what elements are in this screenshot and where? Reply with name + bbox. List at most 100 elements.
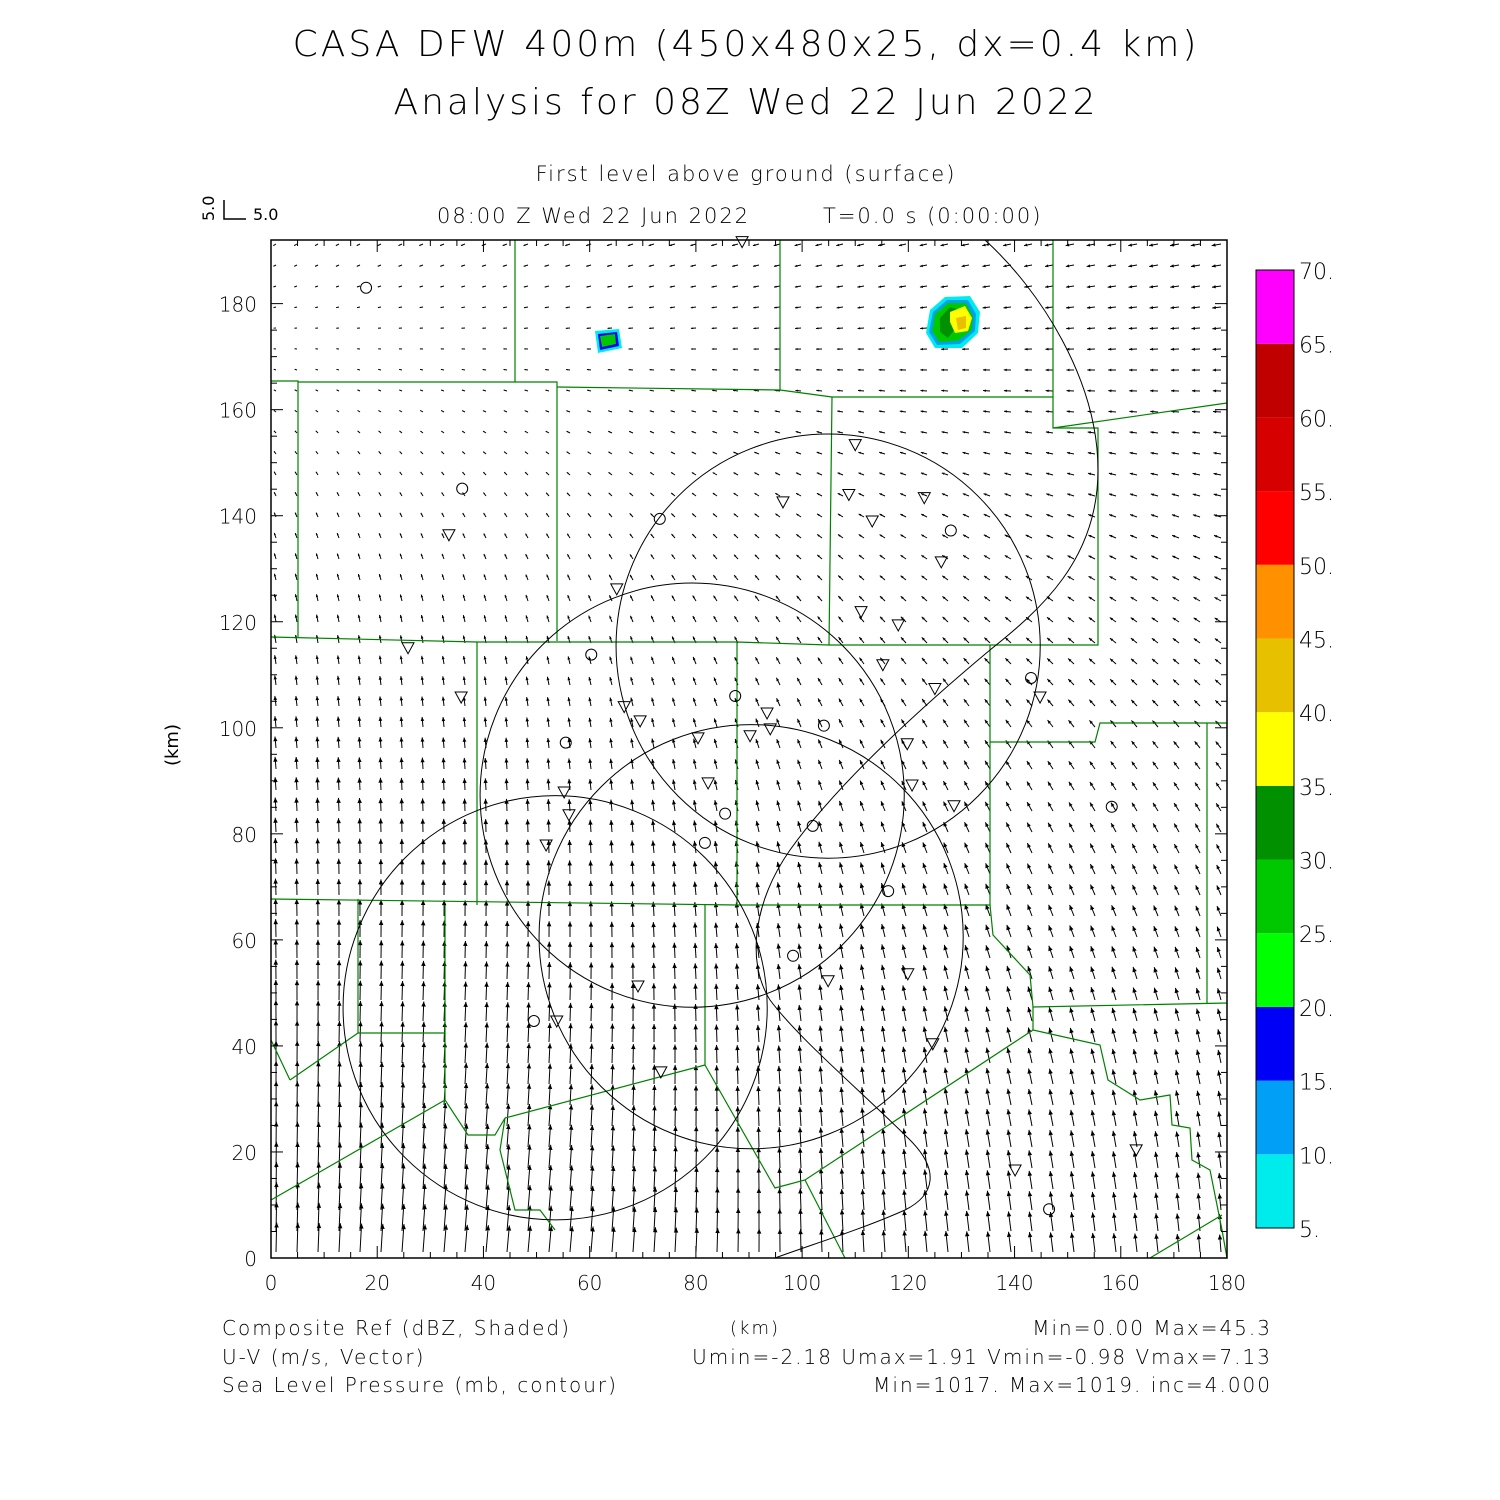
colorbar-label: 45. (1299, 628, 1334, 653)
wind-vector (860, 1209, 866, 1232)
wind-vector (1006, 1027, 1012, 1043)
wind-vector (985, 1190, 991, 1211)
wind-vector (1216, 864, 1222, 875)
wind-vector (922, 760, 928, 770)
wind-vector (464, 1123, 469, 1148)
wind-vector (1131, 823, 1138, 833)
wind-vector (836, 347, 844, 351)
wind-vector (774, 306, 781, 309)
station-circle-marker (1025, 671, 1038, 684)
wind-vector (1129, 493, 1138, 497)
wind-vector (732, 306, 739, 309)
wind-vector (569, 1165, 574, 1190)
wind-vector (940, 264, 949, 268)
wind-vector (920, 451, 928, 455)
wind-vector (838, 862, 844, 875)
wind-vector (776, 923, 781, 938)
wind-vector (628, 451, 634, 455)
wind-vector (1005, 760, 1012, 770)
wind-vector (920, 368, 928, 372)
wind-vector (545, 512, 550, 518)
wind-vector (860, 1005, 865, 1022)
wind-vector (630, 676, 634, 686)
wind-vector (922, 1026, 928, 1043)
wind-vector (294, 939, 300, 959)
wind-vector (294, 327, 298, 329)
wind-vector (964, 1006, 970, 1022)
wind-vector (732, 327, 739, 330)
wind-vector (1067, 678, 1075, 686)
wind-vector (419, 306, 424, 309)
wind-vector (860, 1127, 865, 1148)
wind-vector (1047, 863, 1054, 875)
wind-vector (878, 368, 886, 372)
wind-vector (859, 780, 865, 791)
wind-vector (358, 1000, 363, 1022)
wind-vector (273, 368, 277, 371)
wind-vector (985, 1088, 991, 1106)
wind-vector (649, 327, 655, 330)
wind-vector (713, 881, 719, 896)
wind-vector (1110, 822, 1117, 833)
wind-vector (818, 1168, 824, 1190)
wind-vector (337, 1061, 342, 1085)
station-circle-marker (1043, 1203, 1056, 1216)
wind-vector (714, 1085, 720, 1106)
wind-vector (692, 554, 697, 560)
wind-vector (961, 243, 970, 247)
wind-vector (1046, 555, 1054, 560)
wind-vector (1004, 637, 1012, 644)
wind-vector (1132, 966, 1138, 980)
wind-vector (754, 472, 760, 476)
wind-vector (794, 306, 802, 309)
wind-vector (652, 1166, 658, 1190)
wind-vector (691, 389, 697, 392)
wind-vector (837, 575, 844, 581)
wind-vector (735, 1208, 741, 1232)
wind-vector (441, 839, 447, 854)
wind-vector (798, 1188, 803, 1211)
wind-vector (1195, 946, 1201, 959)
wind-vector (504, 900, 510, 917)
wind-vector (420, 512, 424, 518)
wind-vector (776, 698, 781, 707)
wind-vector (837, 451, 844, 455)
wind-vector (503, 389, 508, 392)
wind-vector (942, 575, 949, 581)
wind-vector (587, 533, 592, 539)
wind-vector (1087, 389, 1096, 393)
wind-vector (608, 451, 613, 455)
wind-vector (1172, 699, 1180, 707)
wind-vector (1128, 264, 1138, 268)
wind-vector (358, 1061, 363, 1085)
wind-vector (1131, 720, 1138, 728)
wind-vector (984, 760, 991, 770)
wind-vector (1045, 306, 1054, 309)
wind-vector (1006, 883, 1012, 896)
wind-vector (857, 264, 865, 268)
wind-vector (1130, 596, 1138, 602)
wind-vector (672, 1044, 678, 1064)
wind-vector (442, 940, 447, 959)
wind-vector (880, 821, 886, 833)
wind-vector (1170, 285, 1180, 289)
wind-vector (693, 963, 698, 980)
wind-vector (1090, 986, 1096, 1001)
wind-vector (504, 676, 508, 686)
wind-vector (1048, 966, 1054, 980)
wind-vector (1047, 760, 1054, 770)
wind-vector (816, 389, 823, 392)
wind-vector (858, 431, 865, 434)
wind-vector (378, 533, 382, 539)
field1-stats: Min=0.00 Max=45.3 (1032, 1316, 1272, 1340)
wind-vector (1192, 451, 1201, 455)
wind-vector (1151, 576, 1159, 581)
station-triangle-marker (442, 529, 456, 542)
wind-vector (1046, 678, 1054, 686)
wind-vector (1171, 431, 1180, 434)
wind-vector (1111, 1007, 1117, 1022)
wind-vector (694, 1227, 700, 1253)
wind-vector (1108, 451, 1117, 455)
wind-vector (692, 697, 697, 707)
wind-vector (650, 615, 655, 623)
